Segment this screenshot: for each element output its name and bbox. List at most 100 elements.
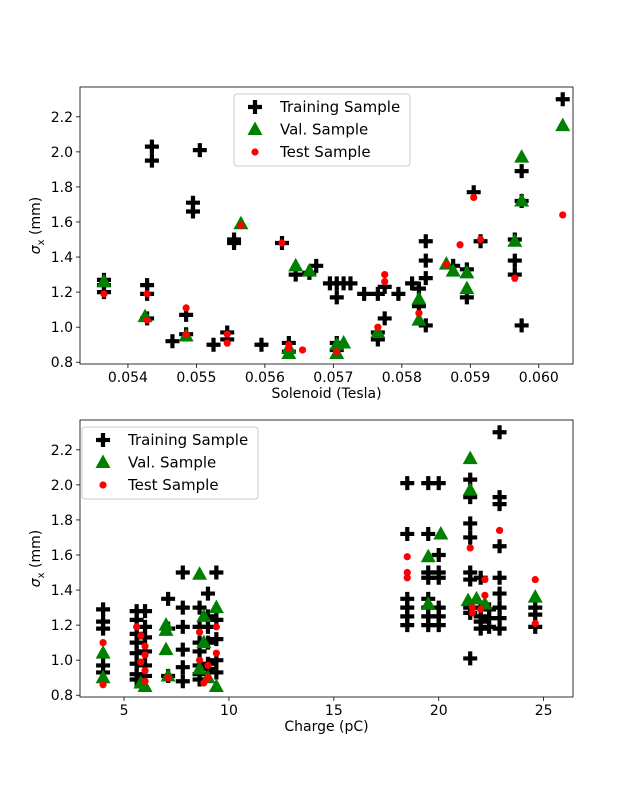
training-sample-point <box>343 276 358 291</box>
legend-label-test-sample: Test Sample <box>127 476 219 494</box>
val-sample-point <box>96 273 112 288</box>
test-sample-point <box>495 526 504 535</box>
val-sample-point <box>192 566 208 580</box>
y-tick-label: 2.2 <box>51 110 73 126</box>
training-sample-point <box>175 619 190 634</box>
test-sample-point <box>470 193 478 202</box>
training-sample-point <box>463 516 478 531</box>
test-sample-point <box>195 628 204 636</box>
x-tick-label: 15 <box>325 703 343 719</box>
test-sample-point <box>442 260 450 268</box>
val-sample-point <box>158 641 174 656</box>
training-sample-point <box>227 236 242 251</box>
y-axis-label-symbol: σ <box>28 244 44 254</box>
training-sample-point <box>165 334 180 349</box>
test-sample-point <box>477 605 485 613</box>
test-sample-point <box>481 591 489 599</box>
test-sample-point <box>212 649 220 657</box>
training-sample-point <box>431 618 446 633</box>
training-sample-point <box>514 164 529 179</box>
y-axis-label-unit: (mm) <box>28 530 44 573</box>
training-sample-point <box>418 271 433 286</box>
val-sample-point <box>196 634 212 649</box>
test-sample-point <box>333 348 341 356</box>
y-tick-label: 0.8 <box>51 355 73 371</box>
val-sample-point <box>301 263 317 277</box>
test-sample-point <box>237 221 245 230</box>
test-sample-point <box>481 575 489 584</box>
val-sample-point <box>527 589 543 603</box>
training-sample-point <box>96 602 111 617</box>
y-tick-label: 1.0 <box>51 653 73 669</box>
training-sample-point <box>528 607 543 622</box>
test-sample-point <box>531 619 539 627</box>
legend-marker-val-sample <box>247 121 263 135</box>
y-axis-label-subscript: x <box>36 239 47 245</box>
val-sample-point <box>370 324 386 338</box>
test-sample-point <box>511 274 519 282</box>
training-sample-point <box>492 425 507 440</box>
val-sample-point <box>514 192 530 207</box>
training-sample-point <box>206 337 221 352</box>
val-sample-point <box>445 263 461 277</box>
plot-area-frame <box>79 86 574 365</box>
y-axis-label: σx (mm) <box>28 197 47 254</box>
x-tick-label: 0.054 <box>108 370 148 386</box>
x-axis-label: Solenoid (Tesla) <box>271 386 381 402</box>
training-sample-point <box>192 600 207 615</box>
legend-label-test-sample: Test Sample <box>279 143 371 161</box>
test-sample-point <box>278 239 286 247</box>
y-tick-label: 1.4 <box>51 583 73 599</box>
legend-marker-test-sample <box>99 481 107 489</box>
val-sample-point <box>459 264 475 279</box>
training-sample-point <box>421 526 436 541</box>
y-tick-label: 0.8 <box>51 688 73 704</box>
training-sample-point <box>138 604 153 619</box>
y-axis-label-symbol: σ <box>28 577 44 587</box>
test-sample-point <box>212 623 220 631</box>
test-sample-point <box>141 651 149 659</box>
test-sample-point <box>182 304 190 312</box>
training-sample-point <box>418 253 433 268</box>
training-sample-point <box>391 286 406 301</box>
x-tick-label: 20 <box>430 703 448 719</box>
y-tick-label: 1.2 <box>51 618 73 634</box>
training-sample-point <box>209 565 224 580</box>
test-sample-point <box>137 658 145 666</box>
legend-frame <box>81 426 259 500</box>
training-sample-point <box>431 476 446 491</box>
val-sample-point <box>555 117 571 132</box>
x-tick-label: 10 <box>220 703 238 719</box>
training-sample-point <box>161 591 176 606</box>
test-sample-point <box>403 553 411 561</box>
training-sample-point <box>200 586 215 601</box>
test-sample-point <box>381 270 389 279</box>
data-points <box>96 92 571 359</box>
legend: Training Sample Val. Sample Test Sample <box>233 93 411 167</box>
training-sample-point <box>492 497 507 512</box>
test-sample-point <box>468 609 476 617</box>
legend-label-val-sample: Val. Sample <box>128 454 216 472</box>
val-sample-point <box>158 622 174 636</box>
x-axis-label: Charge (pC) <box>284 719 368 735</box>
legend: Training Sample Val. Sample Test Sample <box>81 426 259 500</box>
y-tick-label: 1.6 <box>51 548 73 564</box>
y-axis-label-unit: (mm) <box>28 197 44 240</box>
y-axis-label: σx (mm) <box>28 530 47 587</box>
training-sample-point <box>185 204 200 219</box>
legend-marker-val-sample <box>95 454 111 468</box>
x-tick-label: 5 <box>120 703 129 719</box>
y-tick-label: 1.8 <box>51 513 73 529</box>
test-sample-point <box>100 290 108 298</box>
training-sample-point <box>492 621 507 636</box>
test-sample-point <box>204 661 212 670</box>
test-sample-point <box>99 681 107 689</box>
val-sample-point <box>514 149 530 163</box>
test-sample-point <box>559 211 567 219</box>
val-sample-point <box>281 345 297 359</box>
val-sample-point <box>208 678 224 692</box>
training-sample-point <box>144 153 159 168</box>
test-sample-point <box>99 639 107 647</box>
legend-label-val-sample: Val. Sample <box>280 121 368 139</box>
